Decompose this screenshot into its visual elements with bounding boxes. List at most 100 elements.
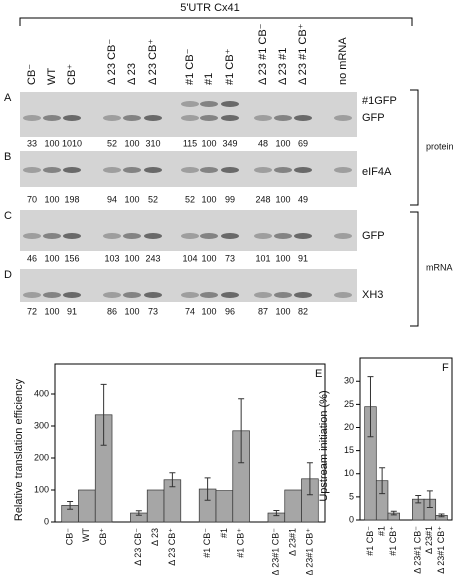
band bbox=[181, 115, 199, 121]
quantity: 100 bbox=[201, 306, 216, 316]
band bbox=[200, 101, 218, 107]
y-tick-label: 0 bbox=[349, 514, 354, 524]
quantity: 91 bbox=[67, 306, 77, 316]
quantity: 100 bbox=[124, 253, 139, 263]
quantity: 100 bbox=[275, 253, 290, 263]
band bbox=[254, 292, 272, 298]
quantity: 101 bbox=[255, 253, 270, 263]
band bbox=[274, 292, 292, 298]
band bbox=[181, 167, 199, 173]
band bbox=[294, 233, 312, 239]
panel-letter: A bbox=[4, 92, 12, 104]
band bbox=[334, 115, 352, 121]
quantity: 198 bbox=[64, 194, 79, 204]
error-bar bbox=[100, 383, 107, 446]
error-bar bbox=[135, 510, 142, 516]
quantity: 100 bbox=[44, 194, 59, 204]
band bbox=[274, 167, 292, 173]
band bbox=[200, 115, 218, 121]
x-tick-label: Δ 23#1 CB⁺ bbox=[304, 528, 314, 575]
quantity: 52 bbox=[107, 138, 117, 148]
lane-label: WT bbox=[46, 68, 58, 85]
band-label: eIF4A bbox=[362, 166, 392, 178]
lane-label: CB⁻ bbox=[26, 64, 38, 85]
error-bar bbox=[67, 501, 74, 510]
panel-letter: F bbox=[442, 362, 449, 374]
lane-label: CB⁺ bbox=[66, 64, 78, 85]
band bbox=[144, 167, 162, 173]
quantity: 48 bbox=[258, 138, 268, 148]
y-axis-label: Upstream initiation (%) bbox=[318, 390, 330, 501]
lane-label: Δ 23 bbox=[126, 63, 138, 85]
quantity: 49 bbox=[298, 194, 308, 204]
quantity: 99 bbox=[225, 194, 235, 204]
group-label: mRNA bbox=[426, 262, 453, 272]
quantity: 73 bbox=[225, 253, 235, 263]
panel-letter: C bbox=[4, 210, 12, 222]
band bbox=[274, 115, 292, 121]
quantity: 86 bbox=[107, 306, 117, 316]
lane-label: #1 CB⁺ bbox=[224, 48, 236, 85]
y-tick-label: 300 bbox=[34, 420, 49, 430]
quantity: 100 bbox=[124, 138, 139, 148]
x-tick-label: Δ 23#1 CB⁺ bbox=[436, 526, 446, 574]
band bbox=[63, 167, 81, 173]
band bbox=[63, 233, 81, 239]
x-tick-label: Δ 23 CB⁺ bbox=[167, 528, 177, 566]
x-tick-label: #1 bbox=[377, 526, 387, 536]
band bbox=[103, 115, 121, 121]
quantity: 1010 bbox=[62, 138, 82, 148]
quantity: 94 bbox=[107, 194, 117, 204]
error-bar bbox=[379, 467, 386, 495]
quantity: 100 bbox=[44, 253, 59, 263]
group-label: protein bbox=[426, 141, 454, 151]
x-tick-label: Δ 23#1 CB⁻ bbox=[271, 528, 281, 575]
quantity: 52 bbox=[185, 194, 195, 204]
quantity: 69 bbox=[298, 138, 308, 148]
band bbox=[181, 101, 199, 107]
lane-label: Δ 23 #1 CB⁺ bbox=[297, 23, 309, 85]
header-bracket bbox=[19, 17, 413, 26]
band bbox=[254, 115, 272, 121]
x-tick-label: CB⁻ bbox=[64, 528, 74, 546]
y-tick-label: 400 bbox=[34, 388, 49, 398]
quantity: 100 bbox=[201, 194, 216, 204]
band bbox=[334, 233, 352, 239]
plot-frame bbox=[359, 357, 453, 521]
band bbox=[23, 233, 41, 239]
band bbox=[43, 115, 61, 121]
quantity: 96 bbox=[225, 306, 235, 316]
x-tick-label: #1 CB⁻ bbox=[202, 528, 212, 558]
y-tick-label: 20 bbox=[344, 422, 354, 432]
band-label: XH3 bbox=[362, 289, 383, 301]
x-tick-label: #1 CB⁺ bbox=[388, 526, 398, 556]
x-tick-label: #1 bbox=[219, 528, 229, 538]
error-bar bbox=[438, 513, 445, 518]
band bbox=[294, 167, 312, 173]
plot-frame bbox=[54, 363, 326, 523]
quantity: 100 bbox=[201, 138, 216, 148]
bar bbox=[146, 489, 165, 523]
x-tick-label: #1 CB⁻ bbox=[365, 526, 375, 556]
quantity: 104 bbox=[182, 253, 197, 263]
band bbox=[334, 167, 352, 173]
quantity: 72 bbox=[27, 306, 37, 316]
bar bbox=[284, 489, 302, 523]
quantity: 248 bbox=[255, 194, 270, 204]
band-label: GFP bbox=[362, 230, 385, 242]
band bbox=[43, 292, 61, 298]
quantity: 46 bbox=[27, 253, 37, 263]
quantity: 82 bbox=[298, 306, 308, 316]
y-tick-label: 200 bbox=[34, 452, 49, 462]
band bbox=[63, 292, 81, 298]
x-tick-label: #1 CB⁺ bbox=[236, 528, 246, 558]
band-label: #1GFP bbox=[362, 95, 397, 107]
lane-label: no mRNA bbox=[337, 37, 349, 85]
quantity: 52 bbox=[148, 194, 158, 204]
quantity: 103 bbox=[104, 253, 119, 263]
error-bar bbox=[306, 462, 313, 496]
band bbox=[181, 233, 199, 239]
band bbox=[221, 115, 239, 121]
x-tick-label: WT bbox=[81, 528, 91, 542]
band bbox=[103, 167, 121, 173]
